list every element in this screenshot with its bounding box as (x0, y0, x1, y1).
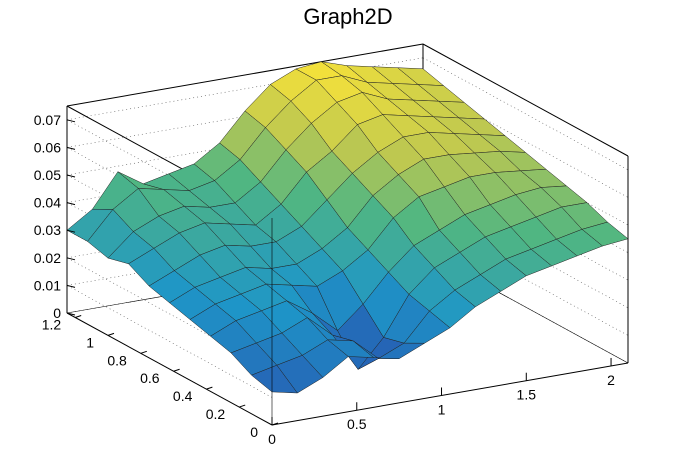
z-grid-line-right (422, 85, 629, 198)
z-tick-mark (66, 257, 76, 261)
y-tick-mark (239, 404, 246, 408)
z-tick-label: 0 (53, 305, 61, 321)
z-grid-line-back (66, 57, 424, 121)
y-tick-label: 0 (250, 424, 258, 440)
y-tick-label: 1 (86, 334, 94, 350)
axis-frame (66, 218, 629, 426)
z-grid-line-left (66, 257, 273, 371)
z-tick-label: 0.05 (34, 167, 61, 183)
z-tick-mark (66, 312, 76, 316)
x-tick-label: 0.5 (347, 416, 367, 432)
z-grid-line-right (422, 57, 629, 171)
y-tick-label: 0.6 (140, 370, 160, 386)
z-tick-label: 0.04 (34, 195, 61, 211)
chart-title: Graph2D (303, 4, 392, 29)
z-tick-label: 0.03 (34, 222, 61, 238)
z-tick-label: 0.07 (34, 112, 61, 128)
z-tick-label: 0.02 (34, 250, 61, 266)
y-axis-ticks: 0 0.2 0.4 0.6 0.8 1 1.2 (42, 315, 279, 440)
z-tick-label: 0.06 (34, 139, 61, 155)
x-tick-label: 2 (607, 372, 615, 388)
y-tick-mark (173, 368, 180, 372)
z-tick-label: 0.01 (34, 277, 61, 293)
surface-mesh (66, 61, 629, 394)
front-bottom-edge (271, 362, 629, 426)
x-axis-ticks: 0 0.5 1 1.5 2 (268, 357, 615, 447)
y-tick-label: 0.2 (206, 406, 226, 422)
x-tick-label: 1 (438, 401, 446, 417)
z-tick-mark (66, 284, 76, 288)
y-tick-mark (271, 422, 279, 426)
z-tick-mark (66, 174, 76, 178)
back-top-edge (66, 43, 424, 107)
y-tick-label: 0.4 (173, 388, 193, 404)
x-tick-label: 0 (268, 431, 276, 447)
surface-cell-0-13 (581, 221, 629, 247)
right-top-edge (422, 43, 629, 157)
z-grid-line-left (66, 285, 273, 398)
z-tick-mark (66, 229, 76, 233)
z-tick-mark (66, 146, 76, 150)
y-tick-mark (75, 315, 82, 318)
x-tick-label: 1.5 (517, 387, 537, 403)
z-grid-line-right (422, 223, 629, 336)
y-tick-label: 1.2 (42, 316, 62, 332)
y-tick-mark (206, 386, 213, 390)
z-tick-mark (66, 202, 76, 206)
y-tick-mark (140, 350, 147, 354)
y-tick-mark (107, 332, 115, 336)
z-axis-ticks: 0 0.01 0.02 0.03 0.04 0.05 0.06 0.07 (34, 112, 76, 321)
y-tick-label: 0.8 (107, 352, 127, 368)
left-bottom-edge (66, 312, 273, 426)
z-tick-mark (66, 119, 76, 123)
